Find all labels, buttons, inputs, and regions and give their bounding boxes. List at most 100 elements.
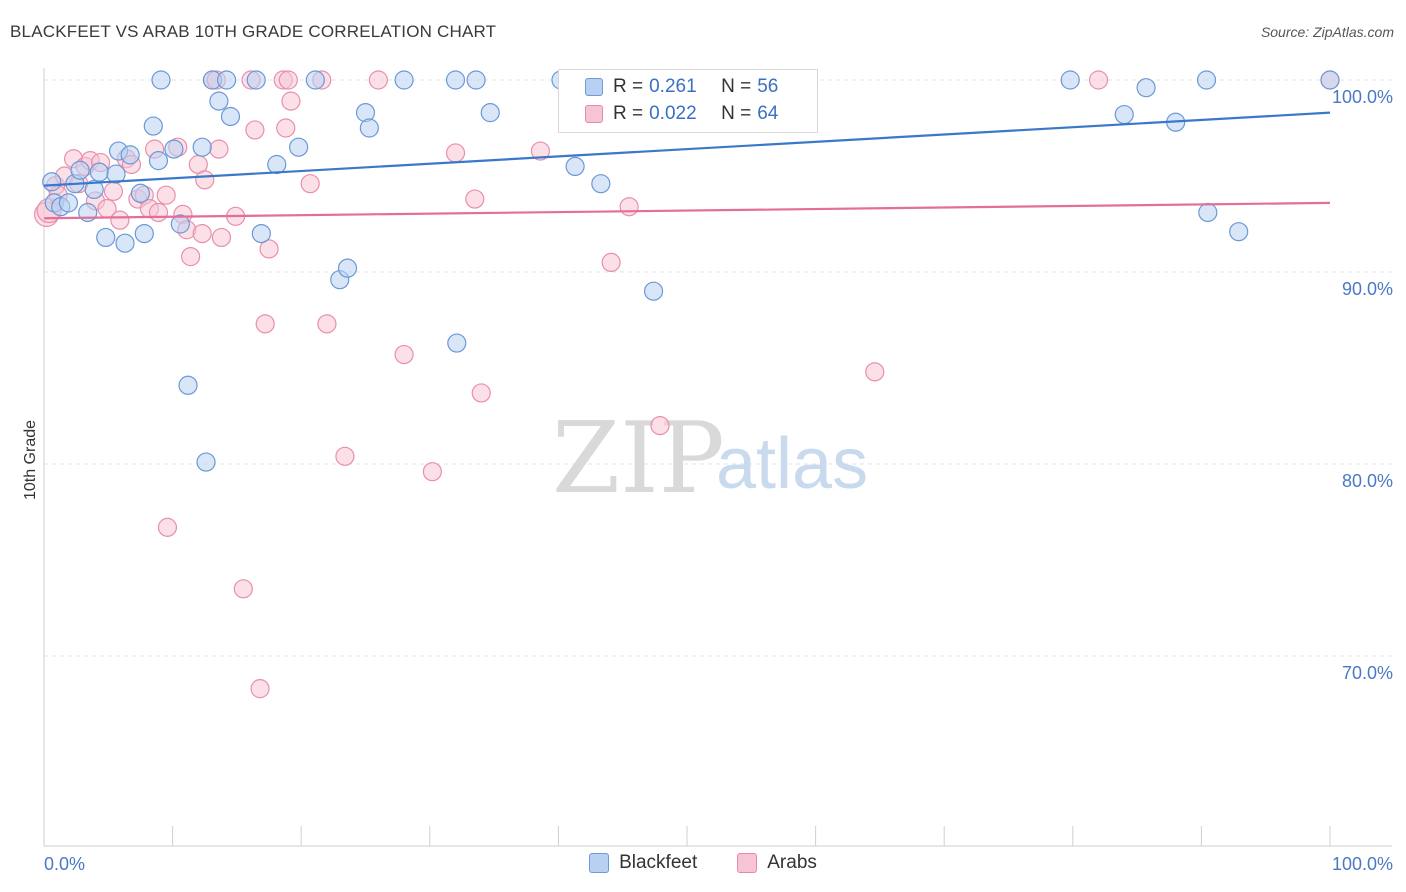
arabs-point xyxy=(278,70,298,90)
blackfeet-point xyxy=(251,224,271,244)
arabs-point xyxy=(619,197,639,217)
blackfeet-point xyxy=(130,183,151,203)
legend-label-arabs: Arabs xyxy=(767,852,817,873)
blackfeet-point xyxy=(120,145,140,165)
legend-item-arabs[interactable]: Arabs xyxy=(737,852,817,874)
blackfeet-point xyxy=(217,70,237,90)
y-tick-label: 100.0% xyxy=(1332,87,1393,107)
blackfeet-point xyxy=(134,224,154,244)
watermark-zip: ZIP xyxy=(552,402,725,516)
y-tick-label: 80.0% xyxy=(1342,471,1393,491)
legend-n-label: N = xyxy=(721,103,752,124)
arabs-point xyxy=(233,579,253,599)
correlation-legend: R = 0.261 N = 56 R = 0.022 N = 64 xyxy=(558,69,818,133)
legend-r-value-blackfeet: 0.261 xyxy=(649,76,697,97)
blackfeet-point xyxy=(151,70,171,90)
arabs-point xyxy=(192,224,212,244)
legend-swatch-arabs xyxy=(737,853,758,873)
arabs-point xyxy=(465,189,485,209)
x-tick-label: 0.0% xyxy=(44,854,85,874)
chart-title: BLACKFEET VS ARAB 10TH GRADE CORRELATION… xyxy=(10,22,497,41)
arabs-point xyxy=(1088,70,1109,90)
blackfeet-point xyxy=(115,233,135,253)
blackfeet-point xyxy=(466,70,486,90)
legend-row-arabs: R = 0.022 N = 64 xyxy=(585,101,778,127)
x-tick-label: 100.0% xyxy=(1332,854,1393,874)
blackfeet-point xyxy=(170,214,190,234)
arabs-point xyxy=(601,252,621,272)
arabs-point xyxy=(276,118,296,138)
arabs-point xyxy=(394,344,414,365)
arabs-point xyxy=(245,120,265,140)
arabs-point xyxy=(335,446,355,466)
blackfeet-point xyxy=(164,139,184,159)
arabs-point xyxy=(156,185,176,205)
blackfeet-point xyxy=(480,103,500,123)
arabs-point xyxy=(368,70,388,90)
blackfeet-point xyxy=(1136,78,1156,98)
y-axis-label: 10th Grade xyxy=(22,420,39,500)
watermark: ZIP atlas xyxy=(552,402,868,516)
y-tick-label: 70.0% xyxy=(1342,663,1393,683)
arabs-point xyxy=(317,314,337,334)
blackfeet-point xyxy=(591,174,611,194)
blackfeet-point xyxy=(196,452,216,472)
arabs-point xyxy=(209,139,229,159)
blackfeet-point xyxy=(70,160,90,180)
blackfeet-point xyxy=(148,151,169,171)
blackfeet-point xyxy=(89,162,109,182)
y-tick-label: 90.0% xyxy=(1342,279,1393,299)
blackfeet-point xyxy=(394,70,414,90)
arabs-trend-line xyxy=(43,201,1331,220)
legend-row-blackfeet: R = 0.261 N = 56 xyxy=(585,74,778,100)
blackfeet-point xyxy=(305,70,325,90)
blackfeet-point xyxy=(192,137,212,157)
blackfeet-point xyxy=(1114,104,1134,125)
arabs-point xyxy=(445,143,466,163)
legend-item-blackfeet[interactable]: Blackfeet xyxy=(589,852,697,874)
arabs-point xyxy=(650,416,670,436)
blackfeet-trend-line xyxy=(43,111,1331,187)
arabs-point xyxy=(300,174,320,194)
blackfeet-point xyxy=(58,193,79,213)
blackfeet-point xyxy=(445,70,466,90)
blackfeet-point xyxy=(267,154,287,175)
trend-lines xyxy=(43,111,1331,220)
blackfeet-point xyxy=(1320,70,1340,90)
legend-n-value-arabs: 64 xyxy=(757,103,779,124)
blackfeet-point xyxy=(209,91,229,111)
blackfeet-point xyxy=(447,333,467,353)
blackfeet-point xyxy=(565,156,585,176)
blackfeet-point xyxy=(289,137,309,157)
series-blackfeet-points xyxy=(42,70,1340,472)
blackfeet-point xyxy=(220,106,241,127)
blackfeet-point xyxy=(178,375,198,395)
legend-swatch-blackfeet xyxy=(585,78,603,96)
arabs-point xyxy=(103,181,124,201)
legend-r-label: R = xyxy=(613,76,644,97)
arabs-point xyxy=(255,314,275,334)
blackfeet-point xyxy=(1198,202,1218,223)
legend-r-value-arabs: 0.022 xyxy=(649,103,697,124)
blackfeet-point xyxy=(337,258,358,278)
legend-swatch-blackfeet xyxy=(589,853,610,873)
blackfeet-point xyxy=(643,281,664,301)
arabs-point xyxy=(148,202,169,223)
legend-n-value-blackfeet: 56 xyxy=(757,76,779,97)
arabs-point xyxy=(471,383,491,403)
arabs-point xyxy=(281,91,301,111)
blackfeet-point xyxy=(42,172,62,192)
blackfeet-point xyxy=(359,118,379,138)
gridlines xyxy=(44,79,1392,657)
legend-n-label: N = xyxy=(721,76,752,97)
legend-label-blackfeet: Blackfeet xyxy=(619,852,698,873)
blackfeet-point xyxy=(106,164,126,184)
legend-swatch-arabs xyxy=(585,105,603,123)
arabs-point xyxy=(195,170,215,190)
arabs-point xyxy=(422,462,442,482)
arabs-point xyxy=(259,239,279,259)
watermark-atlas: atlas xyxy=(716,424,868,504)
axes xyxy=(43,68,1392,847)
arabs-point xyxy=(250,679,270,699)
